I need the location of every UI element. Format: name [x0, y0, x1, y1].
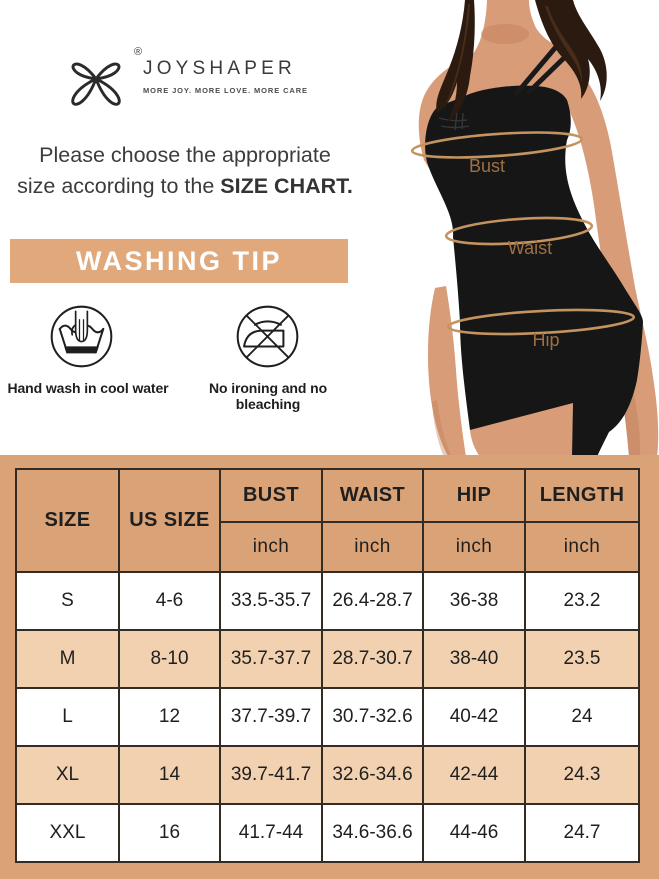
bust-measurement-ellipse	[410, 131, 584, 159]
cell-bust: 33.5-35.7	[219, 571, 323, 631]
bust-label: Bust	[469, 156, 505, 176]
cell-bust: 41.7-44	[219, 803, 323, 863]
col-header-bust: BUST	[219, 468, 323, 523]
washing-tip-banner: WASHING TIP	[10, 239, 348, 283]
cell-size: XL	[15, 745, 120, 805]
size-row-xxl: XXL 16 41.7-44 34.6-36.6 44-46 24.7	[15, 803, 640, 863]
size-row-xl: XL 14 39.7-41.7 32.6-34.6 42-44 24.3	[15, 745, 640, 805]
cell-hip: 38-40	[422, 629, 526, 689]
unit-cell-bust: inch	[219, 521, 323, 573]
col-header-waist: WAIST	[321, 468, 424, 523]
cell-waist: 32.6-34.6	[321, 745, 424, 805]
intro-text: Please choose the appropriate size accor…	[5, 140, 365, 202]
size-row-l: L 12 37.7-39.7 30.7-32.6 40-42 24	[15, 687, 640, 747]
cell-waist: 34.6-36.6	[321, 803, 424, 863]
unit-cell-hip: inch	[422, 521, 526, 573]
cell-bust: 35.7-37.7	[219, 629, 323, 689]
unit-cell-waist: inch	[321, 521, 424, 573]
hip-label: Hip	[532, 330, 559, 350]
cell-length: 23.2	[524, 571, 640, 631]
size-chart-emphasis: SIZE CHART.	[220, 174, 353, 198]
brand-logo: ® JOYSHAPER MORE JOY. MORE LOVE. MORE CA…	[57, 44, 357, 114]
cell-waist: 26.4-28.7	[321, 571, 424, 631]
size-chart-section: SIZE US SIZE BUST WAIST HIP LENGTH inch inch…	[0, 455, 659, 879]
cell-size: M	[15, 629, 120, 689]
col-header-hip: HIP	[422, 468, 526, 523]
cell-us-size: 4-6	[118, 571, 221, 631]
no-ironing-label: No ironing and no bleaching	[208, 380, 328, 412]
hand-wash-icon	[50, 305, 113, 368]
cell-size: S	[15, 571, 120, 631]
cell-waist: 30.7-32.6	[321, 687, 424, 747]
cell-size: XXL	[15, 803, 120, 863]
hand-wash-label: Hand wash in cool water	[7, 380, 169, 396]
cell-length: 24.7	[524, 803, 640, 863]
ribbon-bow-icon	[71, 62, 121, 106]
brand-name: JOYSHAPER	[143, 58, 296, 79]
col-header-size: SIZE	[15, 468, 120, 573]
col-header-us-size: US SIZE	[118, 468, 221, 573]
brand-text: JOYSHAPER MORE JOY. MORE LOVE. MORE CARE	[143, 58, 308, 95]
cell-bust: 39.7-41.7	[219, 745, 323, 805]
cell-length: 23.5	[524, 629, 640, 689]
size-row-m: M 8-10 35.7-37.7 28.7-30.7 38-40 23.5	[15, 629, 640, 689]
cell-waist: 28.7-30.7	[321, 629, 424, 689]
cell-us-size: 12	[118, 687, 221, 747]
cell-length: 24.3	[524, 745, 640, 805]
unit-cell-length: inch	[524, 521, 640, 573]
intro-line-1: Please choose the appropriate	[39, 143, 331, 167]
registered-mark: ®	[134, 46, 143, 58]
cell-us-size: 8-10	[118, 629, 221, 689]
model-legs	[470, 400, 573, 457]
washing-tip-title: WASHING TIP	[75, 245, 282, 276]
intro-line-2: size according to the SIZE CHART.	[17, 174, 353, 198]
cell-us-size: 16	[118, 803, 221, 863]
col-header-length: LENGTH	[524, 468, 640, 523]
cell-hip: 42-44	[422, 745, 526, 805]
cell-bust: 37.7-39.7	[219, 687, 323, 747]
cell-length: 24	[524, 687, 640, 747]
size-chart-table: SIZE US SIZE BUST WAIST HIP LENGTH inch inch…	[15, 468, 640, 863]
cell-hip: 44-46	[422, 803, 526, 863]
cell-size: L	[15, 687, 120, 747]
shapewear-dress	[425, 85, 643, 457]
no-ironing-icon	[236, 305, 299, 368]
model-photo: Bust Waist Hip	[410, 0, 659, 457]
waist-label: Waist	[508, 238, 552, 258]
cell-hip: 36-38	[422, 571, 526, 631]
top-section: ® JOYSHAPER MORE JOY. MORE LOVE. MORE CA…	[5, 0, 659, 457]
cell-hip: 40-42	[422, 687, 526, 747]
size-row-s: S 4-6 33.5-35.7 26.4-28.7 36-38 23.2	[15, 571, 640, 631]
waist-measurement-ellipse	[444, 216, 594, 246]
cell-us-size: 14	[118, 745, 221, 805]
brand-tagline: MORE JOY. MORE LOVE. MORE CARE	[143, 86, 308, 95]
hip-measurement-ellipse	[446, 308, 636, 336]
